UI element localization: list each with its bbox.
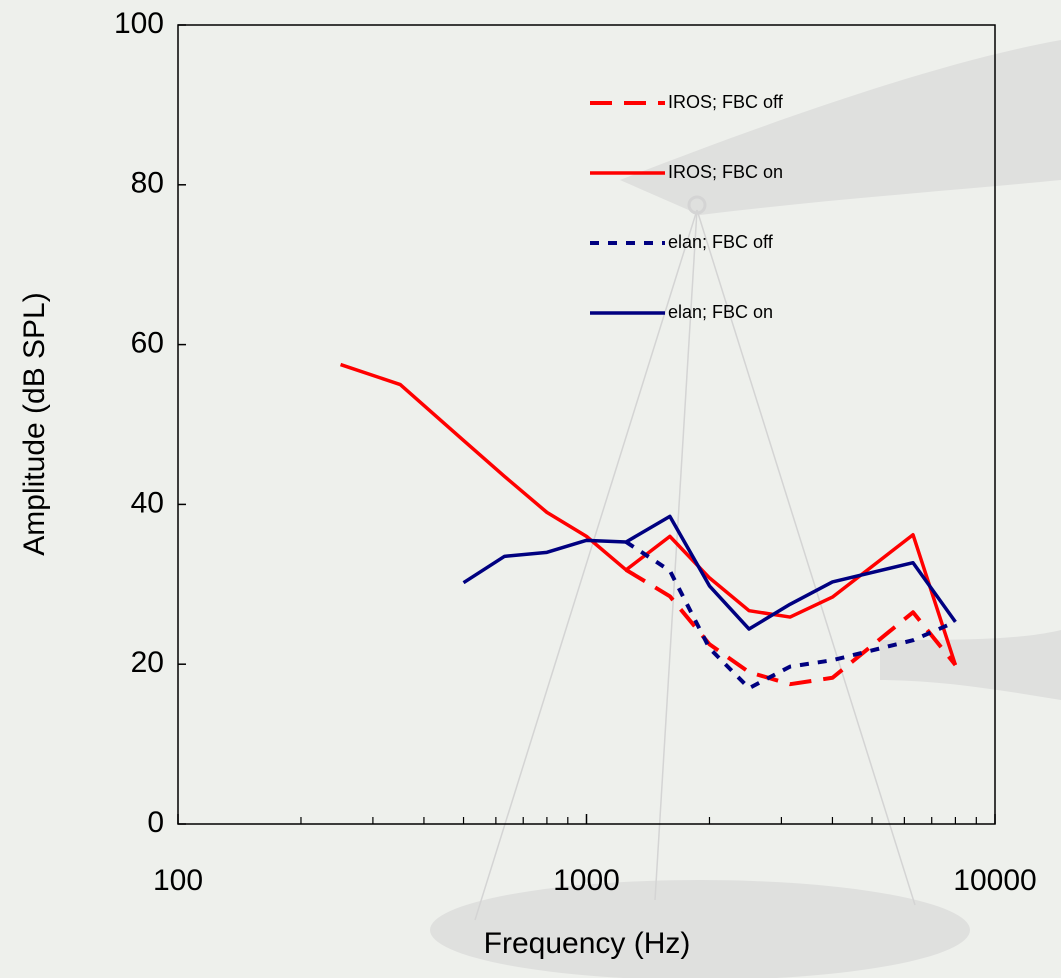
series-line [340, 362, 958, 666]
series-line [624, 540, 957, 691]
x-tick-label: 10000 [953, 864, 1036, 897]
background-decoration [430, 40, 1061, 978]
x-tick-label: 1000 [553, 864, 620, 897]
y-tick-label: 20 [131, 646, 164, 679]
y-tick-label: 60 [131, 327, 164, 360]
legend-label: elan; FBC off [668, 232, 774, 252]
y-tick-label: 80 [131, 167, 164, 200]
y-tick-label: 40 [131, 486, 164, 519]
series-line [462, 514, 957, 631]
legend-label: IROS; FBC on [668, 162, 783, 182]
y-tick-label: 100 [114, 7, 164, 40]
y-axis-title: Amplitude (dB SPL) [18, 292, 51, 555]
legend-label: IROS; FBC off [668, 92, 784, 112]
x-tick-label: 100 [153, 864, 203, 897]
x-axis-title: Frequency (Hz) [484, 927, 691, 960]
y-tick-label: 0 [147, 806, 164, 839]
legend-label: elan; FBC on [668, 302, 773, 322]
